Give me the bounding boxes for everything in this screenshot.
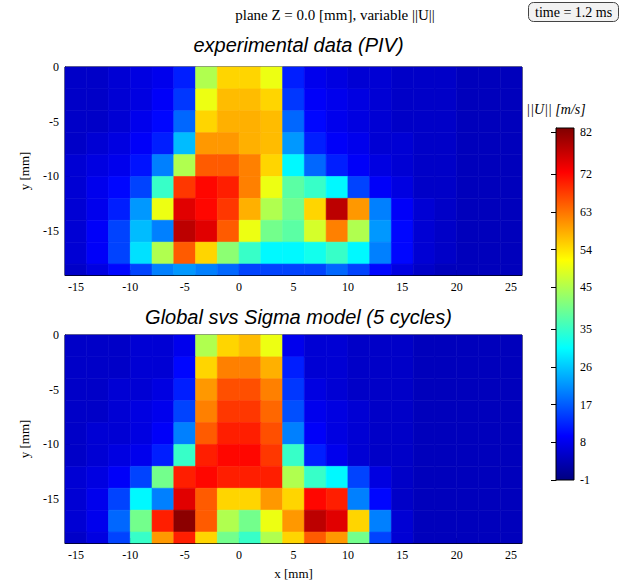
- svg-text:63: 63: [580, 205, 592, 219]
- svg-text:35: 35: [580, 322, 592, 336]
- svg-text:-10: -10: [122, 548, 138, 562]
- svg-text:10: 10: [342, 548, 354, 562]
- svg-text:45: 45: [580, 280, 592, 294]
- svg-text:-5: -5: [180, 548, 190, 562]
- svg-text:0: 0: [53, 60, 59, 74]
- svg-text:-10: -10: [43, 437, 59, 451]
- svg-text:15: 15: [396, 280, 408, 294]
- svg-text:-5: -5: [49, 115, 59, 129]
- svg-text:26: 26: [580, 360, 592, 374]
- svg-text:82: 82: [580, 125, 592, 139]
- svg-text:-10: -10: [122, 280, 138, 294]
- svg-text:-1: -1: [580, 473, 590, 487]
- svg-text:y [mm]: y [mm]: [17, 420, 32, 459]
- svg-text:10: 10: [342, 280, 354, 294]
- svg-text:x [mm]: x [mm]: [274, 566, 313, 581]
- svg-text:20: 20: [451, 280, 463, 294]
- svg-text:5: 5: [291, 280, 297, 294]
- svg-text:72: 72: [580, 167, 592, 181]
- svg-text:experimental data (PIV): experimental data (PIV): [193, 34, 403, 56]
- svg-text:54: 54: [580, 243, 592, 257]
- svg-text:-15: -15: [68, 280, 84, 294]
- svg-text:plane Z = 0.0 [mm], variable |: plane Z = 0.0 [mm], variable ||U||: [235, 7, 435, 23]
- svg-text:-15: -15: [43, 224, 59, 238]
- svg-text:17: 17: [580, 398, 592, 412]
- svg-text:5: 5: [291, 548, 297, 562]
- svg-text:0: 0: [53, 328, 59, 342]
- svg-text:||U|| [m/s]: ||U|| [m/s]: [526, 102, 585, 117]
- svg-text:-5: -5: [180, 280, 190, 294]
- svg-text:-10: -10: [43, 169, 59, 183]
- svg-text:0: 0: [236, 548, 242, 562]
- svg-text:-15: -15: [68, 548, 84, 562]
- svg-text:time = 1.2 ms: time = 1.2 ms: [535, 5, 612, 20]
- svg-text:20: 20: [451, 548, 463, 562]
- svg-text:15: 15: [396, 548, 408, 562]
- svg-text:Global svs Sigma model (5 cycl: Global svs Sigma model (5 cycles): [145, 306, 452, 328]
- svg-text:y [mm]: y [mm]: [17, 152, 32, 191]
- svg-text:-15: -15: [43, 492, 59, 506]
- svg-text:25: 25: [505, 280, 517, 294]
- svg-text:25: 25: [505, 548, 517, 562]
- svg-text:0: 0: [236, 280, 242, 294]
- svg-text:-5: -5: [49, 383, 59, 397]
- svg-text:8: 8: [580, 435, 586, 449]
